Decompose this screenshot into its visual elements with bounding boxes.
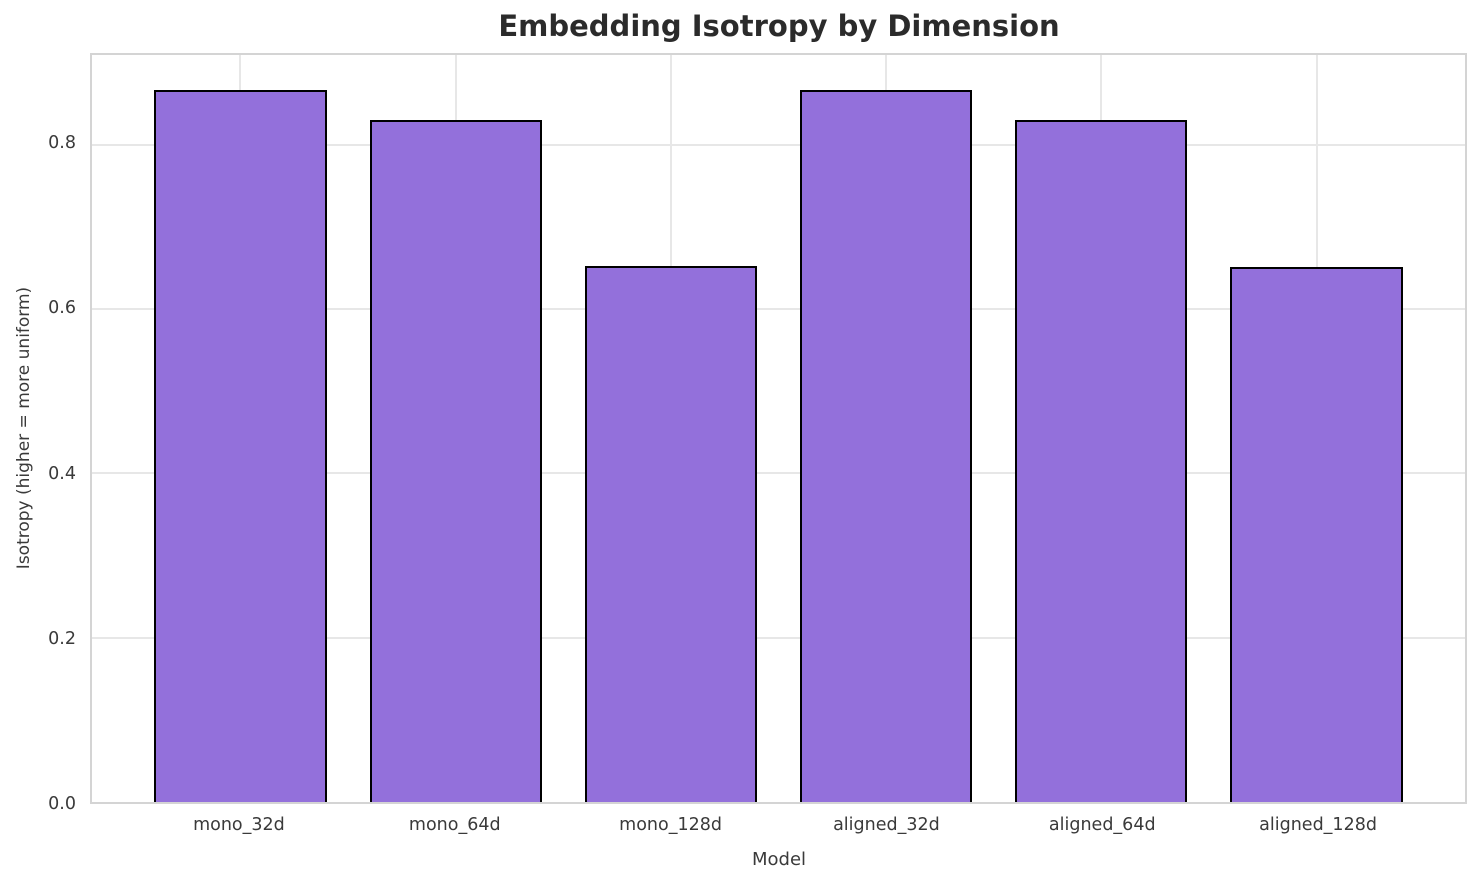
x-axis-label: Model — [751, 849, 807, 870]
chart-title: Embedding Isotropy by Dimension — [498, 9, 1060, 43]
y-tick-label-0.8: 0.8 — [48, 133, 76, 154]
x-tick-label-mono_64d: mono_64d — [408, 815, 501, 835]
x-tick-label-aligned_64d: aligned_64d — [1048, 815, 1156, 835]
x-tick-label-aligned_32d: aligned_32d — [833, 815, 940, 835]
gridline-y-0.6 — [92, 307, 1465, 310]
y-tick-label-0.4: 0.4 — [48, 463, 76, 484]
bar-mono_32d — [154, 90, 327, 802]
bar-mono_128d — [584, 266, 757, 802]
y-tick-label-0.0: 0.0 — [48, 794, 76, 814]
bar-mono_64d — [369, 119, 542, 802]
y-tick-label-0.2: 0.2 — [48, 628, 76, 649]
y-axis-label: Isotropy (higher = more uniform) — [14, 286, 34, 570]
x-tick-label-mono_128d: mono_128d — [619, 815, 722, 835]
bar-aligned_32d — [800, 90, 973, 802]
plot-area — [90, 53, 1467, 804]
bar-aligned_128d — [1230, 267, 1403, 802]
y-tick-label-0.6: 0.6 — [48, 298, 76, 319]
x-tick-label-mono_32d: mono_32d — [193, 815, 285, 835]
gridline-y-0.8 — [92, 143, 1465, 146]
x-tick-label-aligned_128d: aligned_128d — [1259, 815, 1377, 835]
gridline-y-0.4 — [92, 472, 1465, 475]
gridline-y-0.2 — [92, 636, 1465, 639]
bar-aligned_64d — [1015, 119, 1188, 802]
